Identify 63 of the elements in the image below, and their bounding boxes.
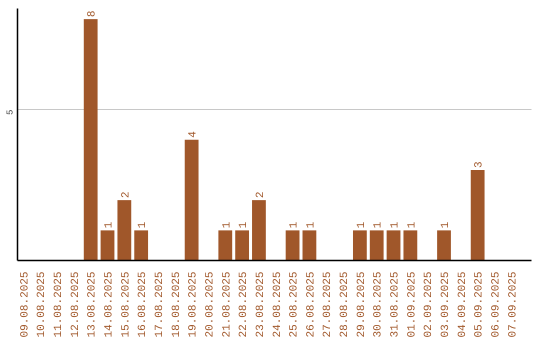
bar: [286, 230, 300, 260]
x-tick-label: 16.08.2025: [137, 271, 150, 338]
x-tick-label: 26.08.2025: [305, 271, 318, 338]
bar: [218, 230, 232, 260]
bar: [252, 200, 266, 260]
bar: [134, 230, 148, 260]
data-label: 1: [406, 221, 418, 228]
data-label: 8: [86, 10, 99, 18]
data-label: 1: [372, 221, 385, 228]
x-tick-label: 28.08.2025: [339, 271, 352, 338]
data-label: 2: [254, 192, 267, 198]
data-label: 1: [104, 221, 116, 228]
x-tick-label: 11.08.2025: [53, 271, 66, 338]
x-tick-label: 02.09.2025: [423, 271, 436, 338]
x-tick-label: 10.08.2025: [36, 271, 48, 338]
x-tick-label: 31.08.2025: [390, 271, 402, 338]
data-label: 1: [305, 221, 318, 228]
x-tick-label: 01.09.2025: [406, 271, 418, 338]
x-tick-label: 14.08.2025: [104, 271, 116, 338]
x-tick-label: 20.08.2025: [204, 271, 216, 338]
bar: [235, 230, 250, 260]
x-tick-label: 13.08.2025: [86, 271, 99, 338]
x-tick-label: 06.09.2025: [490, 271, 502, 338]
data-label: 1: [288, 221, 301, 228]
x-tick-label: 19.08.2025: [188, 271, 200, 338]
x-tick-label: 23.08.2025: [254, 271, 267, 338]
x-tick-label: 27.08.2025: [322, 271, 334, 338]
data-label: 1: [390, 221, 402, 228]
y-tick-label: 5: [6, 110, 16, 116]
data-label: 1: [356, 221, 368, 228]
bar: [370, 230, 384, 260]
x-tick-label: 03.09.2025: [440, 271, 452, 338]
x-tick-label: 04.09.2025: [456, 271, 469, 338]
data-label: 1: [238, 221, 250, 228]
data-label: 1: [137, 221, 150, 228]
data-label: 3: [474, 161, 486, 168]
x-tick-label: 07.09.2025: [507, 271, 520, 338]
bar: [386, 230, 400, 260]
bar: [437, 230, 451, 260]
x-tick-label: 30.08.2025: [372, 271, 385, 338]
bar: [352, 230, 367, 260]
bar: [302, 230, 316, 260]
bar: [470, 170, 485, 260]
x-tick-label: 05.09.2025: [474, 271, 486, 338]
bar: [100, 230, 114, 260]
data-label: 4: [188, 130, 200, 138]
x-tick-label: 18.08.2025: [170, 271, 183, 338]
data-label: 1: [440, 221, 452, 228]
x-tick-label: 15.08.2025: [120, 271, 132, 338]
x-tick-label: 12.08.2025: [70, 271, 82, 338]
x-tick-label: 17.08.2025: [154, 271, 166, 338]
x-tick-label: 22.08.2025: [238, 271, 250, 338]
data-label: 2: [120, 192, 132, 198]
data-label: 1: [221, 221, 234, 228]
x-tick-label: 21.08.2025: [221, 271, 234, 338]
bar: [84, 19, 98, 260]
bar: [184, 140, 199, 260]
x-tick-label: 09.08.2025: [19, 271, 32, 338]
x-tick-label: 29.08.2025: [356, 271, 368, 338]
bar: [403, 230, 418, 260]
x-tick-label: 25.08.2025: [288, 271, 301, 338]
bar: [117, 200, 132, 260]
x-tick-label: 24.08.2025: [272, 271, 284, 338]
